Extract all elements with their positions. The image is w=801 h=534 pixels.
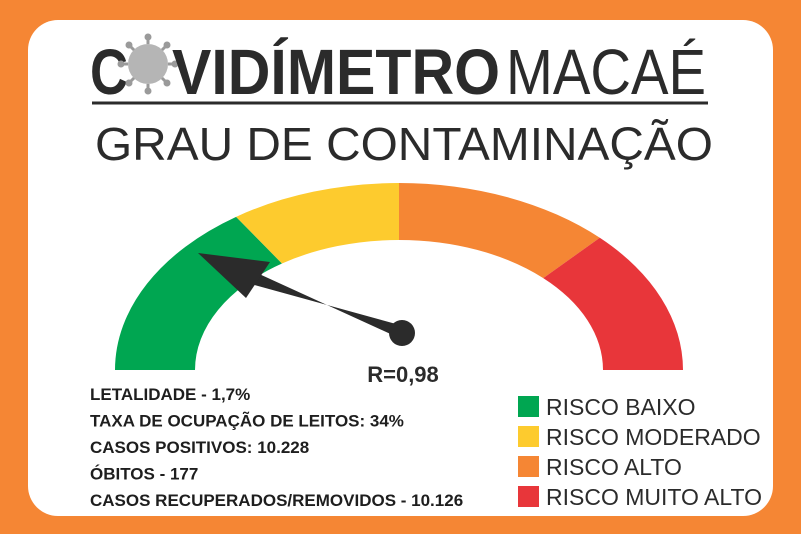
gauge-reading: R=0,98	[367, 362, 439, 387]
subtitle: GRAU DE CONTAMINAÇÃO	[95, 118, 713, 170]
gauge-segment	[115, 216, 282, 370]
needle	[198, 253, 415, 346]
stat-line: ÓBITOS - 177	[90, 465, 198, 484]
stat-line: CASOS POSITIVOS: 10.228	[90, 438, 309, 457]
gauge-segment	[543, 237, 683, 370]
stat-line: CASOS RECUPERADOS/REMOVIDOS - 10.126	[90, 491, 463, 510]
legend-label: RISCO MUITO ALTO	[546, 484, 762, 510]
gauge-segment	[236, 183, 399, 264]
legend-label: RISCO MODERADO	[546, 424, 761, 450]
legend-label: RISCO ALTO	[546, 454, 682, 480]
legend-swatch	[518, 396, 539, 417]
city-name: MACAÉ	[506, 36, 706, 108]
brand-prefix: C	[90, 36, 128, 108]
legend-label: RISCO BAIXO	[546, 394, 696, 420]
gauge-segment	[399, 183, 600, 279]
panel	[28, 20, 773, 516]
stat-line: TAXA DE OCUPAÇÃO DE LEITOS: 34%	[90, 411, 404, 431]
legend-swatch	[518, 426, 539, 447]
gauge	[115, 183, 683, 370]
brand-name: VIDÍMETRO	[172, 36, 500, 108]
stat-line: LETALIDADE - 1,7%	[90, 385, 250, 404]
legend-swatch	[518, 486, 539, 507]
legend-swatch	[518, 456, 539, 477]
virus-icon	[117, 33, 179, 95]
